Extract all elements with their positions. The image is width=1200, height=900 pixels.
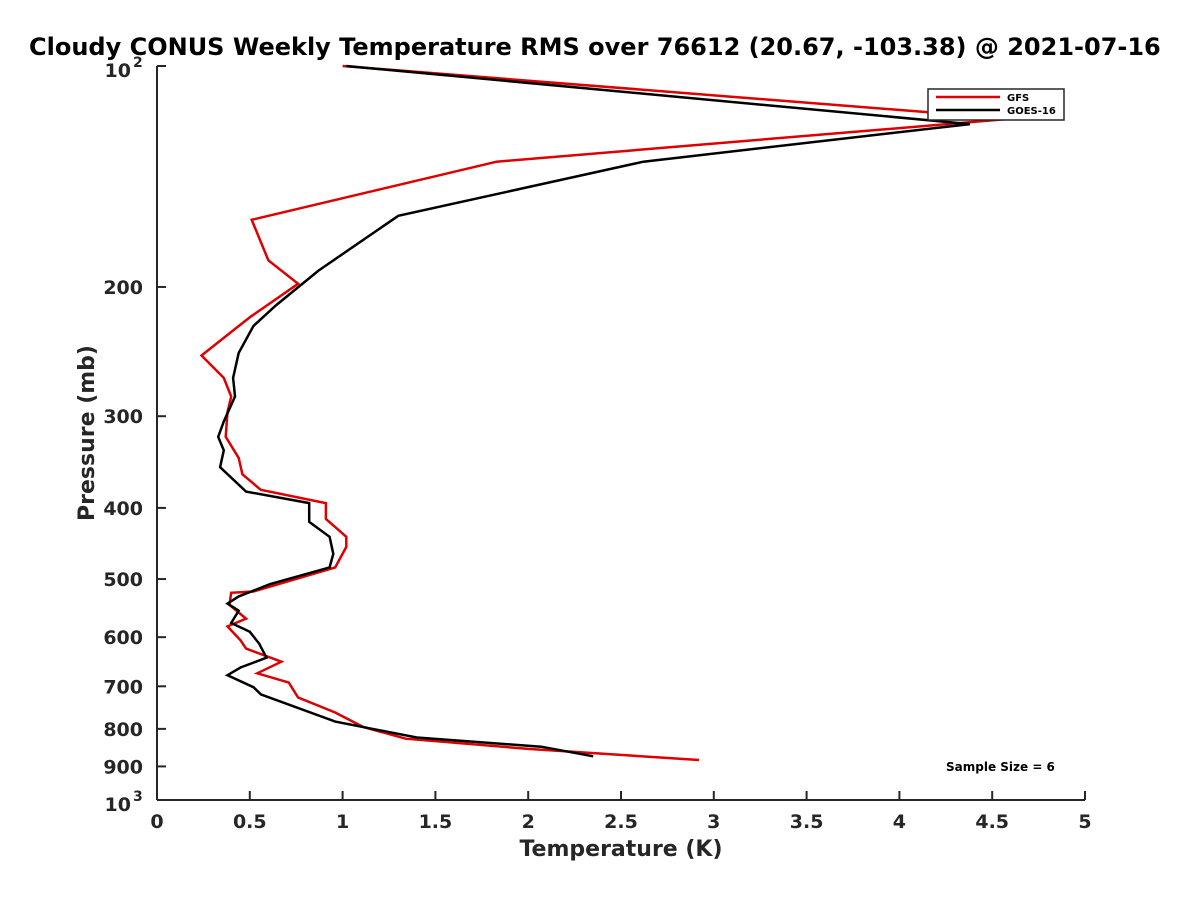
legend: GFS GOES-16 bbox=[927, 88, 1065, 121]
y-tick-label: 500 bbox=[103, 569, 143, 591]
y-tick-label: 10 bbox=[105, 60, 131, 82]
legend-label-goes-16: GOES-16 bbox=[1007, 106, 1056, 117]
series-line-goes-16 bbox=[216, 64, 971, 758]
x-tick-label: 1 bbox=[336, 811, 349, 833]
y-tick-exponent: 3 bbox=[133, 789, 143, 805]
y-tick-label: 600 bbox=[103, 627, 143, 649]
x-tick-label: 3.5 bbox=[790, 811, 824, 833]
y-tick-label: 200 bbox=[103, 277, 143, 299]
x-tick-label: 5 bbox=[1078, 811, 1091, 833]
x-tick-label: 4.5 bbox=[975, 811, 1009, 833]
chart-title: Cloudy CONUS Weekly Temperature RMS over… bbox=[29, 33, 1161, 61]
series-line-gfs bbox=[199, 64, 1011, 762]
y-tick-label: 700 bbox=[103, 676, 143, 698]
y-tick-exponent: 2 bbox=[133, 55, 143, 71]
series-layer bbox=[199, 64, 1011, 762]
x-tick-label: 2.5 bbox=[604, 811, 638, 833]
y-tick-label: 300 bbox=[103, 406, 143, 428]
x-ticks: 0 0.5 1 1.5 2 2.5 3 3.5 4 4.5 5 bbox=[150, 791, 1092, 833]
x-tick-label: 2 bbox=[522, 811, 535, 833]
x-tick-label: 0 bbox=[150, 811, 163, 833]
legend-label-gfs: GFS bbox=[1007, 93, 1029, 104]
sample-size-annotation: Sample Size = 6 bbox=[946, 760, 1055, 774]
x-axis-label: Temperature (K) bbox=[519, 837, 722, 862]
y-tick-label: 10 bbox=[105, 794, 131, 816]
y-tick-label: 900 bbox=[103, 756, 143, 778]
y-axis-label: Pressure (mb) bbox=[75, 345, 100, 521]
y-tick-label: 800 bbox=[103, 719, 143, 741]
legend-box bbox=[927, 88, 1065, 121]
x-tick-label: 0.5 bbox=[233, 811, 267, 833]
x-tick-label: 3 bbox=[707, 811, 720, 833]
x-tick-label: 1.5 bbox=[419, 811, 453, 833]
y-tick-label: 400 bbox=[103, 498, 143, 520]
x-tick-label: 4 bbox=[893, 811, 906, 833]
